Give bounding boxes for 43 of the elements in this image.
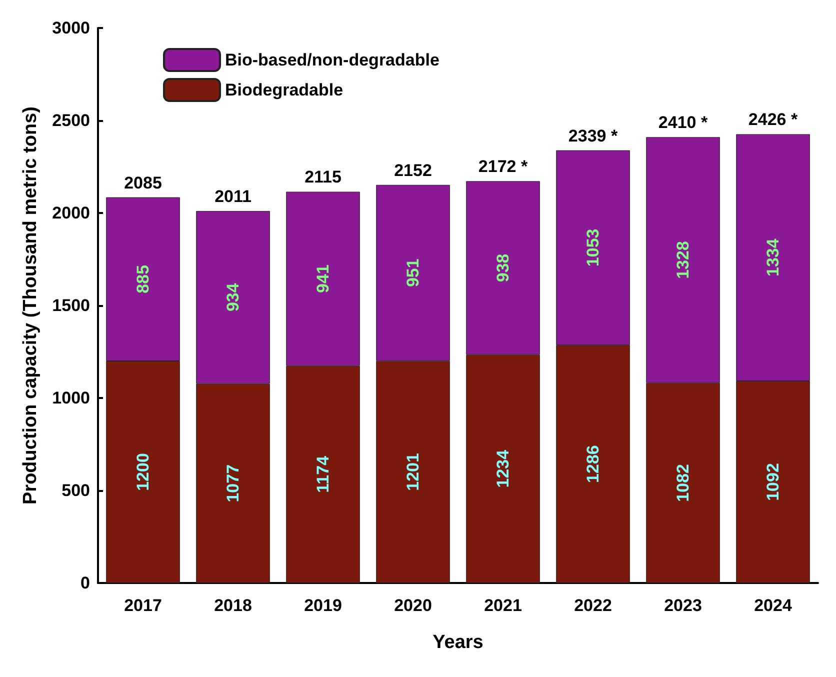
y-tick-label: 3000 bbox=[52, 18, 90, 38]
data-label: 1092 bbox=[764, 463, 782, 501]
x-tick-label: 2020 bbox=[394, 596, 432, 615]
y-tick-label: 2500 bbox=[52, 111, 90, 130]
total-label: 2172 * bbox=[478, 157, 528, 176]
data-label: 1328 bbox=[674, 241, 692, 279]
y-tick-label: 1000 bbox=[52, 388, 90, 408]
total-label: 2339 * bbox=[568, 126, 618, 146]
x-tick-label: 2021 bbox=[484, 596, 522, 615]
data-label: 1201 bbox=[404, 452, 422, 491]
legend-label: Biodegradable bbox=[225, 80, 344, 100]
data-label: 885 bbox=[134, 264, 152, 294]
x-tick-label: 2019 bbox=[304, 596, 342, 615]
y-tick-label: 2000 bbox=[52, 204, 90, 222]
y-tick-label: 500 bbox=[62, 481, 90, 500]
data-label: 1234 bbox=[494, 449, 512, 488]
data-label: 941 bbox=[314, 264, 332, 293]
data-label: 938 bbox=[494, 254, 512, 282]
x-tick-label: 2022 bbox=[574, 596, 612, 615]
data-label: 1082 bbox=[674, 464, 692, 502]
legend-label: Bio-based/non-degradable bbox=[225, 50, 440, 70]
data-label: 1053 bbox=[584, 228, 602, 267]
x-tick-label: 2024 bbox=[754, 596, 792, 615]
data-label: 1334 bbox=[764, 238, 782, 276]
y-tick-label: 1500 bbox=[52, 296, 90, 315]
total-label: 2115 bbox=[304, 168, 342, 187]
data-label: 934 bbox=[224, 282, 242, 312]
total-label: 2011 bbox=[214, 186, 252, 206]
data-label: 951 bbox=[404, 258, 422, 288]
y-axis-title: Production capacity (Thousand metric tons) bbox=[20, 106, 41, 504]
total-label: 2085 bbox=[124, 173, 162, 192]
x-tick-label: 2023 bbox=[664, 596, 702, 615]
total-label: 2426 * bbox=[748, 110, 798, 130]
data-label: 1286 bbox=[584, 445, 602, 483]
x-tick-label: 2017 bbox=[124, 596, 162, 615]
total-label: 2410 * bbox=[658, 113, 708, 132]
y-tick-label: 0 bbox=[80, 574, 90, 592]
total-label: 2152 bbox=[394, 160, 432, 180]
x-axis-title: Years bbox=[432, 632, 484, 653]
data-label: 1174 bbox=[314, 455, 332, 493]
data-label: 1077 bbox=[224, 464, 242, 502]
x-tick-label: 2018 bbox=[214, 596, 252, 615]
data-label: 1200 bbox=[134, 453, 152, 491]
